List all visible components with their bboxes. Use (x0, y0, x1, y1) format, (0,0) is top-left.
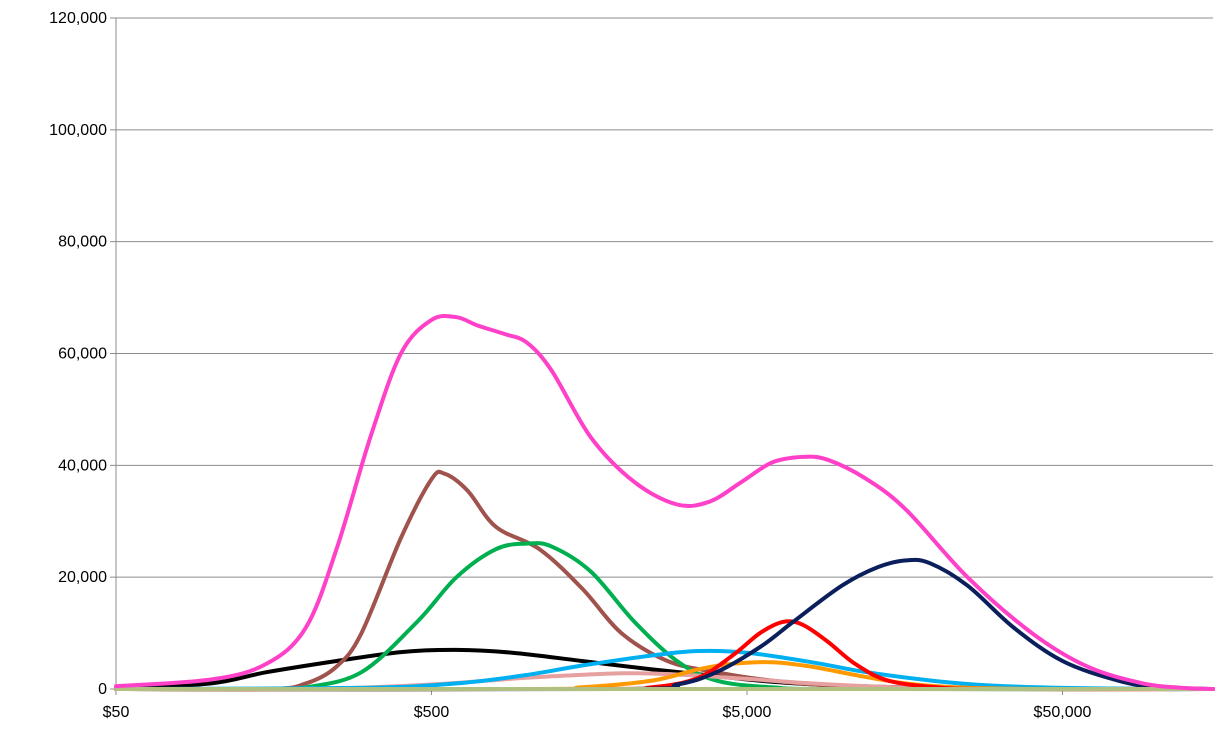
series-lines (114, 313, 1215, 692)
y-tick-label-6: 120,000 (49, 10, 107, 27)
x-tick-label-1: $500 (414, 704, 450, 721)
tick-labels: 0 20,000 40,000 60,000 80,000 100,000 120,000 $… (49, 10, 1091, 721)
y-tick-label-1: 20,000 (58, 569, 107, 586)
x-tick-label-3: $50,000 (1034, 704, 1092, 721)
y-tick-label-5: 100,000 (49, 122, 107, 139)
y-tick-label-3: 60,000 (58, 346, 107, 363)
series-line-9 (114, 313, 1215, 691)
series-line-2 (114, 541, 1215, 692)
y-tick-label-2: 40,000 (58, 457, 107, 474)
x-tick-label-0: $50 (103, 704, 130, 721)
x-tick-label-2: $5,000 (723, 704, 772, 721)
y-tick-label-4: 80,000 (58, 234, 107, 251)
y-tick-label-0: 0 (98, 681, 107, 698)
gridlines (116, 17, 1213, 578)
axes (110, 17, 1213, 695)
